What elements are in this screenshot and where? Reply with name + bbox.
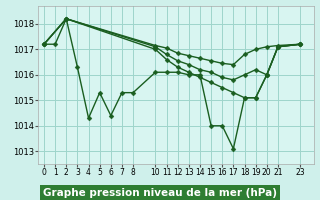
Text: Graphe pression niveau de la mer (hPa): Graphe pression niveau de la mer (hPa) (43, 188, 277, 198)
